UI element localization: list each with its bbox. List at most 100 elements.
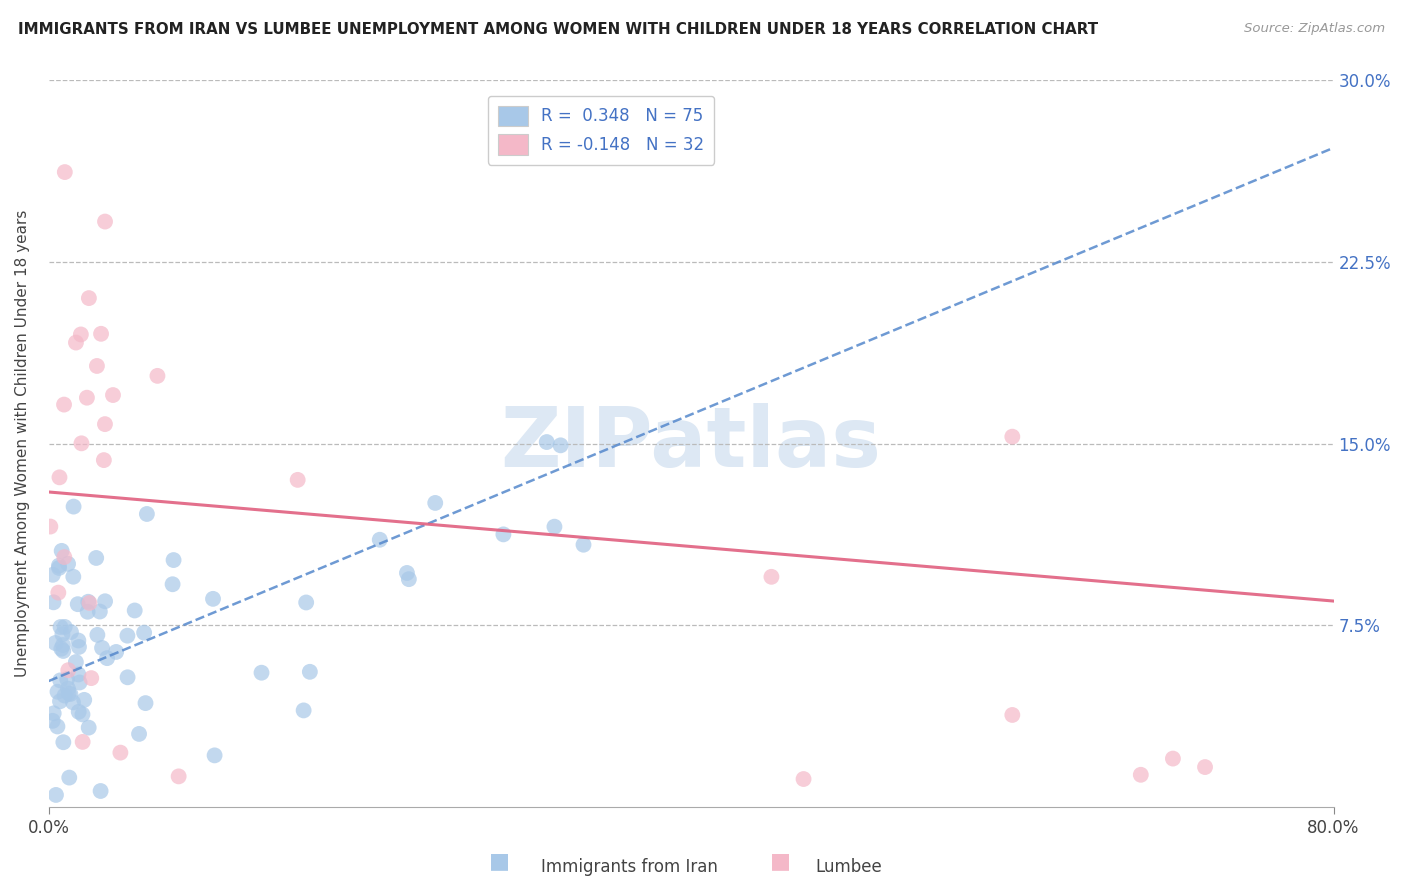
Point — [52, 644, 75, 658]
Point — [46, 719, 69, 733]
Point — [49, 694, 72, 708]
Point — [42, 567, 65, 582]
Point — [425, 496, 447, 510]
Point — [96, 651, 118, 665]
Point — [134, 625, 156, 640]
Point — [41, 714, 63, 728]
Point — [59, 687, 82, 701]
Point — [89, 605, 111, 619]
Point — [48, 558, 70, 573]
Point — [202, 591, 225, 606]
Text: Immigrants from Iran: Immigrants from Iran — [541, 858, 718, 876]
Point — [59, 625, 82, 640]
Point — [398, 572, 420, 586]
Point — [62, 570, 84, 584]
Point — [162, 553, 184, 567]
Point — [1001, 430, 1024, 444]
Point — [62, 500, 84, 514]
Point — [73, 693, 96, 707]
Point — [52, 638, 75, 652]
Point — [46, 585, 69, 599]
Point — [128, 727, 150, 741]
Point — [51, 627, 73, 641]
Point — [1194, 760, 1216, 774]
Point — [67, 640, 90, 654]
Point — [368, 533, 391, 547]
Point — [1001, 708, 1024, 723]
Point — [52, 735, 75, 749]
Point — [1129, 768, 1152, 782]
Y-axis label: Unemployment Among Women with Children Under 18 years: Unemployment Among Women with Children U… — [15, 210, 30, 677]
Point — [90, 784, 112, 798]
Point — [72, 735, 94, 749]
Point — [58, 663, 80, 677]
Point — [56, 681, 79, 696]
Point — [65, 655, 87, 669]
Point — [72, 707, 94, 722]
Point — [550, 438, 572, 452]
Point — [146, 368, 169, 383]
Point — [45, 788, 67, 802]
Point — [572, 538, 595, 552]
Point — [53, 689, 76, 703]
Point — [58, 771, 80, 785]
Legend: R =  0.348   N = 75, R = -0.148   N = 32: R = 0.348 N = 75, R = -0.148 N = 32 — [488, 95, 714, 165]
Point — [53, 620, 76, 634]
Point — [124, 603, 146, 617]
Point — [492, 527, 515, 541]
Point — [56, 672, 79, 686]
Point — [48, 561, 70, 575]
Point — [46, 684, 69, 698]
Point — [94, 594, 117, 608]
Point — [51, 641, 73, 656]
Point — [167, 769, 190, 783]
Point — [42, 706, 65, 721]
Point — [66, 597, 89, 611]
Point — [69, 675, 91, 690]
Point — [67, 633, 90, 648]
Point — [70, 436, 93, 450]
Point — [295, 595, 318, 609]
Point — [117, 629, 139, 643]
Point — [93, 453, 115, 467]
Point — [39, 519, 62, 533]
Point — [110, 746, 132, 760]
Point — [94, 417, 117, 431]
Text: Lumbee: Lumbee — [815, 858, 882, 876]
Point — [94, 214, 117, 228]
Text: ■: ■ — [770, 852, 790, 871]
Text: IMMIGRANTS FROM IRAN VS LUMBEE UNEMPLOYMENT AMONG WOMEN WITH CHILDREN UNDER 18 Y: IMMIGRANTS FROM IRAN VS LUMBEE UNEMPLOYM… — [18, 22, 1098, 37]
Point — [77, 721, 100, 735]
Point — [76, 605, 98, 619]
Text: Source: ZipAtlas.com: Source: ZipAtlas.com — [1244, 22, 1385, 36]
Point — [543, 519, 565, 533]
Point — [204, 748, 226, 763]
Point — [1161, 751, 1184, 765]
Point — [298, 665, 321, 679]
Point — [292, 703, 315, 717]
Point — [793, 772, 815, 786]
Point — [79, 596, 101, 610]
Point — [77, 291, 100, 305]
Point — [91, 640, 114, 655]
Point — [42, 595, 65, 609]
Point — [287, 473, 309, 487]
Point — [53, 165, 76, 179]
Point — [90, 326, 112, 341]
Point — [250, 665, 273, 680]
Point — [395, 566, 418, 580]
Point — [48, 470, 70, 484]
Point — [135, 507, 157, 521]
Point — [62, 695, 84, 709]
Point — [80, 671, 103, 685]
Point — [49, 620, 72, 634]
Point — [536, 435, 558, 450]
Point — [761, 570, 783, 584]
Point — [67, 667, 90, 681]
Point — [44, 636, 66, 650]
Point — [56, 557, 79, 571]
Point — [58, 686, 80, 700]
Point — [117, 670, 139, 684]
Point — [53, 549, 76, 564]
Point — [162, 577, 184, 591]
